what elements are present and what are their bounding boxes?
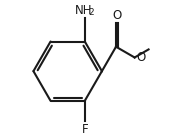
Text: 2: 2	[89, 8, 94, 18]
Text: O: O	[112, 9, 122, 22]
Text: NH: NH	[75, 4, 92, 17]
Text: O: O	[136, 51, 146, 64]
Text: F: F	[81, 123, 88, 136]
